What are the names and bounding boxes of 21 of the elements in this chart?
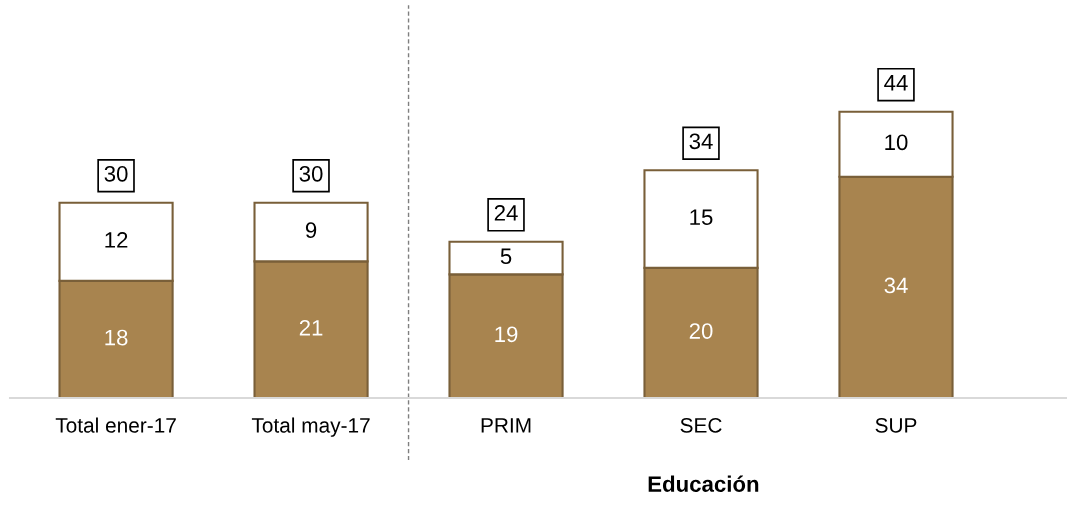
x-tick-label: PRIM [481, 418, 531, 433]
data-label: 12 [105, 232, 128, 248]
total-label: 30 [299, 165, 323, 182]
total-label: 30 [104, 165, 128, 182]
x-tick-label: Total ener-17 [55, 417, 176, 433]
data-label: 9 [305, 222, 317, 239]
data-label: 10 [885, 134, 908, 151]
data-label: 21 [299, 319, 323, 336]
data-label: 19 [495, 326, 518, 343]
x-tick-label: Total may-17 [251, 417, 370, 437]
total-label: 24 [494, 205, 518, 221]
data-label: 18 [105, 329, 128, 346]
data-label: 20 [689, 323, 713, 339]
total-label: 44 [884, 75, 908, 91]
data-label: 15 [690, 209, 713, 226]
x-tick-label: SEC [680, 417, 722, 433]
data-label: 5 [500, 248, 512, 265]
total-label: 34 [689, 133, 713, 150]
data-label: 34 [884, 277, 908, 294]
x-tick-label: SUP [875, 417, 917, 433]
x-axis-title: Educación [648, 475, 759, 492]
